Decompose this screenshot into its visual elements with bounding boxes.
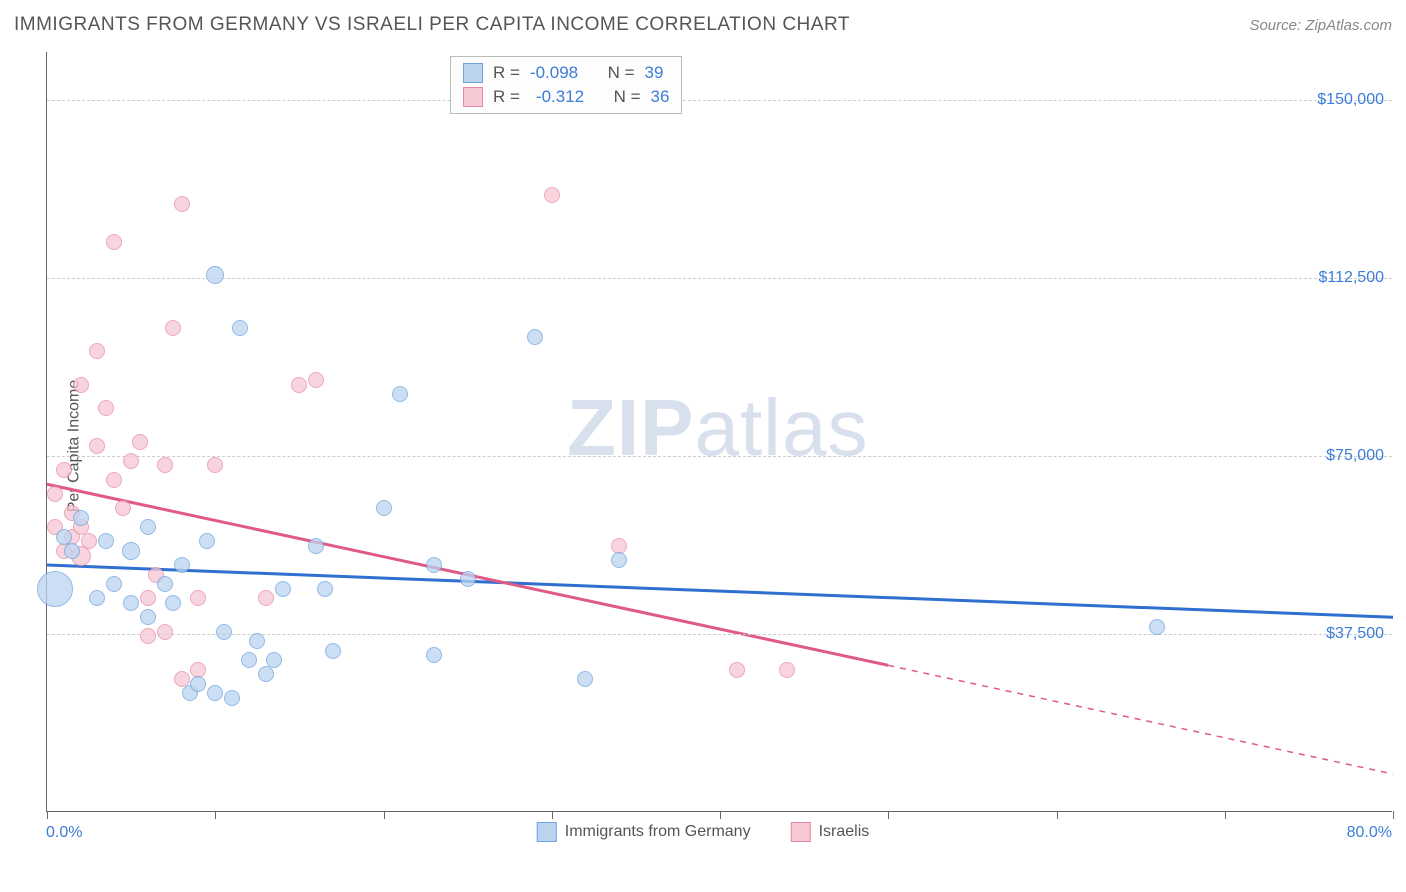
trend-line [47,565,1393,617]
data-point-germany [249,633,265,649]
data-point-israelis [157,457,173,473]
x-tick-mark [384,811,385,819]
data-point-israelis [56,462,72,478]
x-tick-mark [1225,811,1226,819]
legend-item-germany: Immigrants from Germany [537,822,751,842]
data-point-germany [98,533,114,549]
data-point-israelis [729,662,745,678]
data-point-israelis [106,472,122,488]
gridline [47,100,1392,101]
data-point-germany [232,320,248,336]
data-point-germany [122,542,140,560]
data-point-germany [224,690,240,706]
data-point-israelis [258,590,274,606]
data-point-germany [426,647,442,663]
data-point-germany [308,538,324,554]
data-point-israelis [544,187,560,203]
x-axis-min-label: 0.0% [46,824,82,842]
x-axis-max-label: 80.0% [1347,824,1392,842]
data-point-israelis [308,372,324,388]
data-point-germany [275,581,291,597]
data-point-germany [426,557,442,573]
gridline [47,456,1392,457]
data-point-israelis [190,590,206,606]
data-point-germany [258,666,274,682]
data-point-israelis [157,624,173,640]
correlation-legend: R = -0.098 N = 39 R = -0.312 N = 36 [450,56,682,114]
gridline [47,278,1392,279]
data-point-germany [174,557,190,573]
x-tick-mark [1057,811,1058,819]
data-point-germany [64,543,80,559]
data-point-germany [376,500,392,516]
data-point-germany [140,519,156,535]
data-point-israelis [140,628,156,644]
data-point-germany [123,595,139,611]
data-point-germany [37,571,73,607]
data-point-germany [89,590,105,606]
x-tick-mark [1393,811,1394,819]
data-point-germany [207,685,223,701]
data-point-germany [611,552,627,568]
swatch-germany [463,63,483,83]
data-point-israelis [47,486,63,502]
gridline [47,634,1392,635]
data-point-germany [206,266,224,284]
y-tick-label: $75,000 [1326,447,1384,465]
data-point-israelis [98,400,114,416]
data-point-germany [527,329,543,345]
data-point-israelis [123,453,139,469]
data-point-germany [392,386,408,402]
swatch-israelis [463,87,483,107]
data-point-germany [1149,619,1165,635]
data-point-germany [241,652,257,668]
swatch-germany [537,822,557,842]
data-point-israelis [115,500,131,516]
legend-row-israelis: R = -0.312 N = 36 [463,85,669,109]
source-attribution: Source: ZipAtlas.com [1249,17,1392,34]
data-point-germany [106,576,122,592]
data-point-germany [73,510,89,526]
x-tick-mark [215,811,216,819]
data-point-germany [266,652,282,668]
data-point-israelis [89,438,105,454]
data-point-germany [157,576,173,592]
data-point-israelis [106,234,122,250]
chart-plot-area: ZIPatlas $37,500 $75,000 $112,500 $150,000 [46,52,1392,812]
series-legend: Immigrants from Germany Israelis [537,822,870,842]
data-point-germany [140,609,156,625]
data-point-germany [317,581,333,597]
data-point-israelis [81,533,97,549]
data-point-germany [199,533,215,549]
data-point-israelis [291,377,307,393]
data-point-germany [325,643,341,659]
x-tick-mark [552,811,553,819]
data-point-israelis [73,377,89,393]
data-point-germany [577,671,593,687]
data-point-germany [460,571,476,587]
x-tick-mark [47,811,48,819]
data-point-israelis [89,343,105,359]
data-point-israelis [140,590,156,606]
y-tick-label: $37,500 [1326,625,1384,643]
y-tick-label: $112,500 [1318,269,1384,287]
legend-item-israelis: Israelis [791,822,870,842]
y-tick-label: $150,000 [1317,91,1384,109]
swatch-israelis [791,822,811,842]
data-point-germany [190,676,206,692]
watermark: ZIPatlas [567,382,868,474]
chart-title: IMMIGRANTS FROM GERMANY VS ISRAELI PER C… [14,14,850,36]
data-point-germany [165,595,181,611]
data-point-israelis [779,662,795,678]
legend-row-germany: R = -0.098 N = 39 [463,61,669,85]
x-tick-mark [888,811,889,819]
data-point-germany [216,624,232,640]
trend-line [888,665,1393,774]
data-point-israelis [132,434,148,450]
data-point-israelis [207,457,223,473]
data-point-israelis [174,196,190,212]
x-tick-mark [720,811,721,819]
data-point-israelis [165,320,181,336]
